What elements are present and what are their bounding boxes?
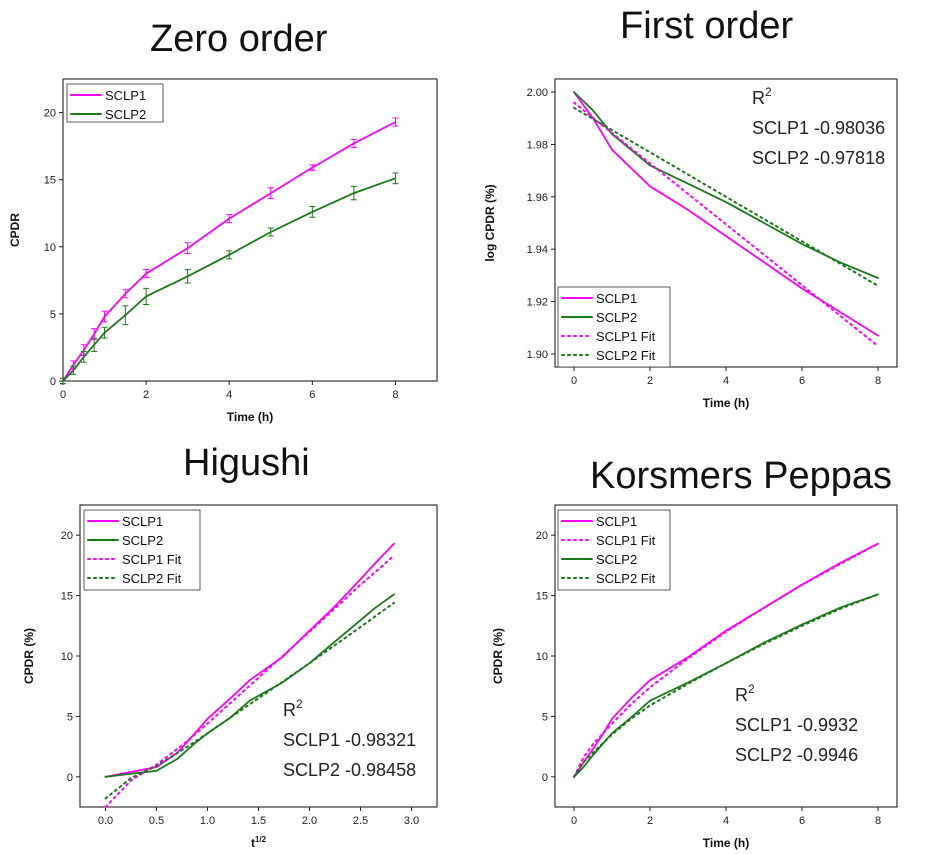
c0-y-tick-label: 0	[50, 376, 56, 388]
c0-x-tick-label: 8	[392, 389, 398, 401]
c2-y-axis-label: CPDR (%)	[22, 628, 36, 684]
c2-r-squared-sclp2: SCLP2 -0.98458	[283, 760, 416, 780]
c1-series-sclp1-fit-line	[573, 101, 879, 348]
c2-x-tick-label: 1.5	[251, 815, 266, 827]
c1-legend-label: SCLP1	[596, 291, 637, 306]
c0-series-sclp2-line	[62, 177, 397, 382]
c0-y-tick-label: 15	[44, 175, 56, 187]
c0-x-axis-label: Time (h)	[227, 410, 273, 424]
c0-legend-label: SCLP1	[105, 88, 146, 103]
c1-series-sclp1-line	[573, 91, 879, 337]
c3-r-squared-sclp1: SCLP1 -0.9932	[735, 715, 858, 735]
c1-legend-label: SCLP2 Fit	[596, 348, 656, 363]
c0-x-tick-label: 6	[309, 389, 315, 401]
c3-y-tick-label: 5	[542, 711, 548, 723]
c3-x-tick-label: 2	[647, 815, 653, 827]
c1-x-tick-label: 4	[723, 375, 729, 387]
c1-y-tick-label: 1.96	[527, 192, 548, 204]
c0-x-tick-label: 0	[60, 389, 66, 401]
c2-x-tick-label: 3.0	[404, 815, 419, 827]
c1-y-tick-label: 1.92	[527, 297, 548, 309]
c2-y-tick-label: 5	[67, 711, 73, 723]
c1-y-tick-label: 1.98	[527, 139, 548, 151]
c2-series-sclp2-line	[104, 593, 395, 778]
c2-x-tick-label: 2.0	[302, 815, 317, 827]
zero-order-title: Zero order	[150, 18, 328, 60]
c1-r-squared-sclp1: SCLP1 -0.98036	[752, 118, 885, 138]
higushi-title: Higushi	[183, 442, 310, 484]
c3-x-axis-label: Time (h)	[703, 836, 749, 850]
c3-x-tick-label: 6	[799, 815, 805, 827]
c3-series-sclp2-line	[573, 593, 879, 778]
c1-legend-box	[557, 286, 671, 368]
c2-legend-label: SCLP1 Fit	[122, 552, 182, 567]
c0-y-tick-label: 10	[44, 242, 56, 254]
c2-x-tick-label: 0.0	[98, 815, 113, 827]
c0-y-tick-label: 5	[50, 309, 56, 321]
c1-x-tick-label: 0	[571, 375, 577, 387]
c3-y-tick-label: 10	[536, 651, 548, 663]
c1-y-tick-label: 1.90	[527, 349, 548, 361]
c1-y-tick-label: 2.00	[527, 87, 548, 99]
c1-r-squared-sclp2: SCLP2 -0.97818	[752, 148, 885, 168]
c3-r-squared-label: R2	[735, 682, 755, 705]
c3-y-tick-label: 20	[536, 530, 548, 542]
c1-r-squared-label: R2	[752, 85, 772, 108]
c2-legend-box	[83, 509, 201, 591]
c2-legend-label: SCLP2	[122, 533, 163, 548]
c3-x-tick-label: 0	[571, 815, 577, 827]
c1-legend-label: SCLP2	[596, 310, 637, 325]
c2-legend-label: SCLP1	[122, 514, 163, 529]
c1-y-axis-label: log CPDR (%)	[483, 184, 497, 261]
c3-series-sclp2-fit-line	[573, 593, 879, 778]
c2-r-squared-label: R2	[283, 697, 303, 720]
c1-x-tick-label: 6	[799, 375, 805, 387]
korsmers-peppas-title: Korsmers Peppas	[590, 455, 893, 497]
c0-y-axis-label: CPDR	[8, 213, 22, 247]
c1-series-sclp2-fit-line	[573, 106, 879, 287]
c3-legend-label: SCLP2 Fit	[596, 571, 656, 586]
c3-legend-label: SCLP1 Fit	[596, 533, 656, 548]
c0-y-tick-label: 20	[44, 108, 56, 120]
c0-x-tick-label: 2	[143, 389, 149, 401]
c2-y-tick-label: 10	[61, 651, 73, 663]
c2-legend-label: SCLP2 Fit	[122, 571, 182, 586]
c2-x-axis-label: t1/2	[251, 835, 267, 850]
c3-legend-label: SCLP1	[596, 514, 637, 529]
c3-y-tick-label: 0	[542, 772, 548, 784]
c2-y-tick-label: 0	[67, 772, 73, 784]
c2-x-tick-label: 1.0	[200, 815, 215, 827]
c3-series-sclp1-fit-line	[573, 542, 879, 778]
c3-legend-box	[557, 509, 671, 591]
c0-plot-frame	[62, 78, 438, 382]
c3-x-tick-label: 4	[723, 815, 729, 827]
c3-legend-label: SCLP2	[596, 552, 637, 567]
c1-x-tick-label: 2	[647, 375, 653, 387]
c3-y-axis-label: CPDR (%)	[491, 628, 505, 684]
c0-legend-label: SCLP2	[105, 107, 146, 122]
c1-y-tick-label: 1.94	[527, 244, 548, 256]
c0-legend-box	[66, 83, 164, 123]
c3-r-squared-sclp2: SCLP2 -0.9946	[735, 745, 858, 765]
c2-x-tick-label: 0.5	[149, 815, 164, 827]
c3-y-tick-label: 15	[536, 591, 548, 603]
c3-x-tick-label: 8	[875, 815, 881, 827]
c2-y-tick-label: 15	[61, 591, 73, 603]
c2-r-squared-sclp1: SCLP1 -0.98321	[283, 730, 416, 750]
c1-legend-label: SCLP1 Fit	[596, 329, 656, 344]
c1-series-sclp2-line	[573, 91, 879, 279]
c2-series-sclp2-fit-line	[104, 601, 395, 800]
c0-x-tick-label: 4	[226, 389, 232, 401]
c1-x-axis-label: Time (h)	[703, 396, 749, 410]
c2-y-tick-label: 20	[61, 530, 73, 542]
c2-series-sclp1-fit-line	[104, 554, 395, 808]
first-order-title: First order	[620, 5, 794, 47]
c2-x-tick-label: 2.5	[353, 815, 368, 827]
c1-x-tick-label: 8	[875, 375, 881, 387]
